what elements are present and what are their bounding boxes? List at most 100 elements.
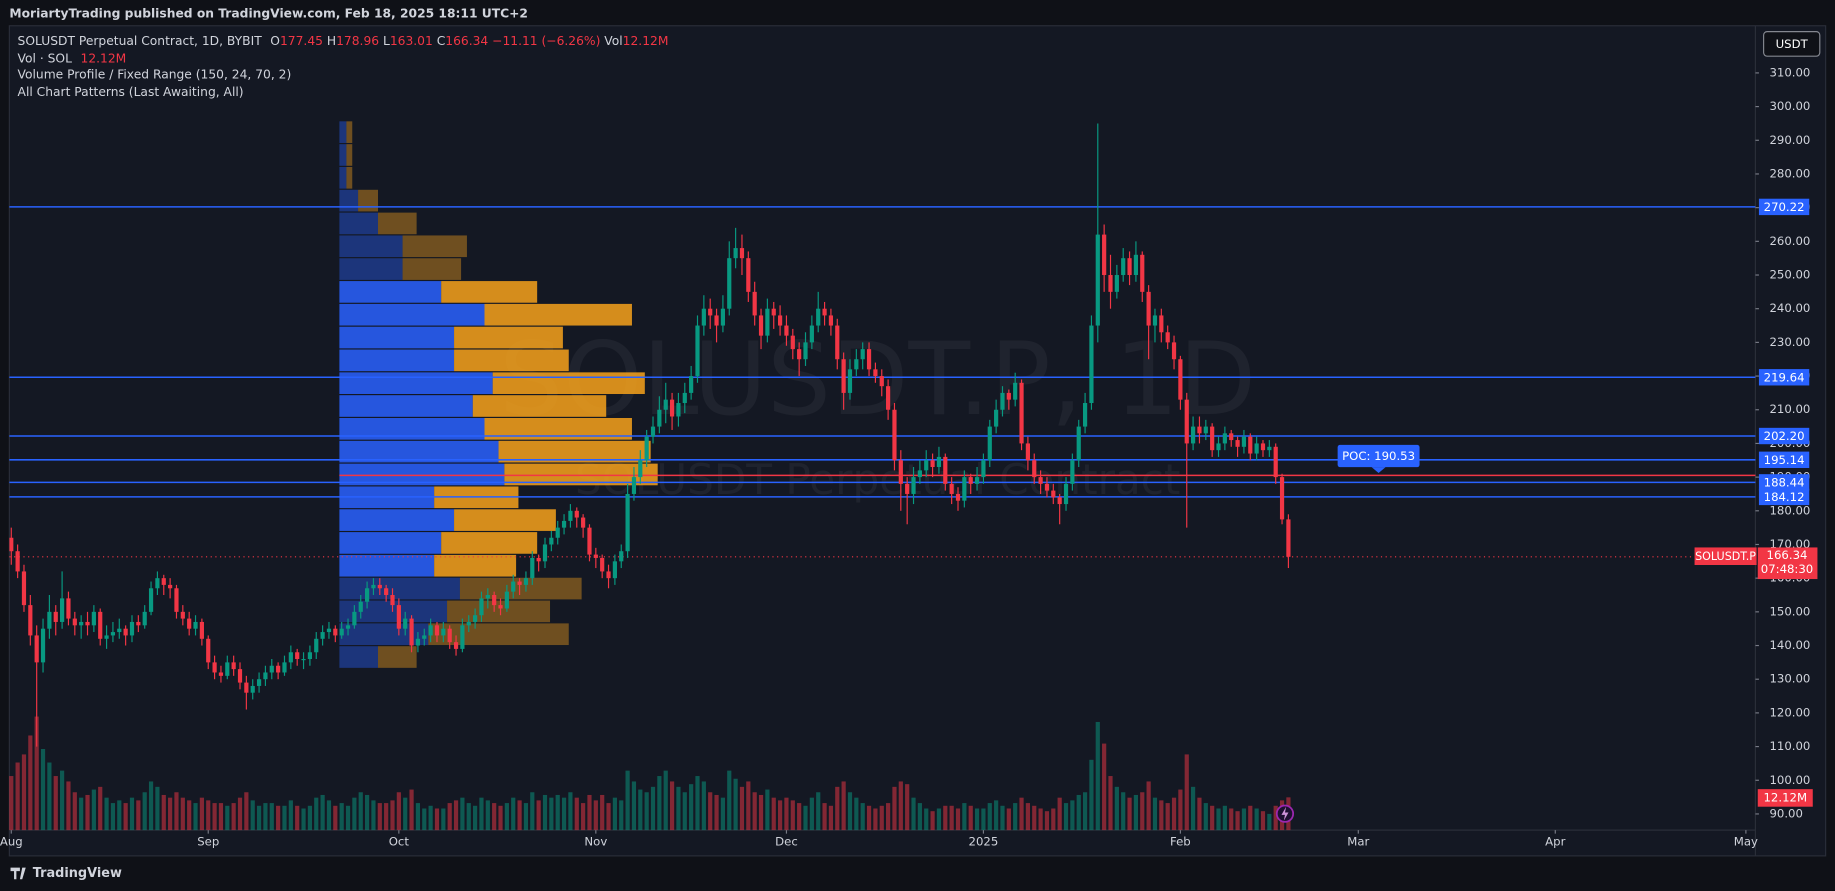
candle-body <box>841 359 846 393</box>
candle-body <box>1025 443 1030 461</box>
volume-bar <box>619 800 624 831</box>
candle-body <box>600 557 605 572</box>
candle-body <box>390 595 395 606</box>
candle-body <box>485 595 490 599</box>
candle-body <box>1279 477 1285 520</box>
candle-body <box>758 315 764 336</box>
profile-up <box>339 440 499 463</box>
volume-bar <box>9 776 14 831</box>
candle-body <box>676 403 681 417</box>
currency-label[interactable]: USDT <box>1776 37 1809 51</box>
candle-body <box>1095 234 1100 326</box>
candle-body <box>104 635 109 639</box>
candle-body <box>263 672 268 680</box>
candle-body <box>237 669 243 683</box>
profile-up <box>339 463 505 486</box>
candle-body <box>1114 275 1119 292</box>
volume-bar <box>835 786 840 831</box>
candle-body <box>924 460 929 471</box>
volume-bar <box>1082 792 1088 831</box>
candle-body <box>269 665 274 673</box>
candle-body <box>282 662 287 673</box>
profile-down <box>484 417 632 440</box>
volume-bar <box>555 794 560 831</box>
volume-bar <box>72 792 77 831</box>
candle-body <box>968 477 973 484</box>
x-tick-label: Apr <box>1545 834 1565 848</box>
candle-body <box>371 584 376 589</box>
profile-up <box>339 623 429 646</box>
volume-bar <box>180 797 185 831</box>
candle-body <box>663 399 668 410</box>
candle-body <box>1191 426 1196 444</box>
volume-bar <box>206 800 211 831</box>
candle-body <box>307 652 312 660</box>
x-tick-label: Nov <box>584 834 607 848</box>
candle-body <box>593 554 598 558</box>
candle-body <box>765 308 770 336</box>
volume-bar <box>225 805 230 831</box>
profile-up <box>339 166 347 189</box>
volume-bar <box>1044 811 1050 831</box>
candle-body <box>523 578 529 585</box>
x-tick-label: Dec <box>775 834 798 848</box>
volume-bar <box>1165 803 1170 831</box>
candle-body <box>879 376 884 387</box>
volume-bar <box>739 786 745 831</box>
volume-bar <box>606 803 611 831</box>
profile-up <box>339 646 379 668</box>
volume-bar <box>504 803 509 831</box>
candle-body <box>161 578 166 585</box>
x-tick-label: May <box>1734 834 1758 848</box>
candle-body <box>453 642 459 649</box>
volume-bar <box>1171 797 1177 831</box>
volume-bar <box>250 800 255 831</box>
volume-bar <box>593 800 598 831</box>
candle-body <box>98 611 103 639</box>
candle-body <box>771 308 776 316</box>
ohlc-value: 178.96 <box>336 33 379 47</box>
volume-bar <box>447 803 452 831</box>
profile-down <box>346 121 353 143</box>
candle-body <box>129 621 135 636</box>
y-tick-label: 120.00 <box>1769 705 1810 719</box>
volume-bar <box>536 800 541 831</box>
candle-body <box>276 665 281 673</box>
y-tick-label: 130.00 <box>1769 672 1810 686</box>
candle-body <box>1000 392 1005 410</box>
volume-bar <box>542 794 548 831</box>
x-tick-label: Sep <box>197 834 219 848</box>
candle-body <box>1229 433 1234 441</box>
profile-down <box>441 281 538 303</box>
volume-bar <box>21 754 27 831</box>
candle-body <box>314 638 319 653</box>
volume-bar <box>479 797 484 831</box>
candle-body <box>955 493 961 501</box>
volume-bar <box>1032 805 1037 831</box>
volume-bar <box>237 797 243 831</box>
volume-bar <box>701 781 706 831</box>
volume-bar <box>841 781 846 831</box>
candle-body <box>15 551 20 572</box>
x-tick-label: Feb <box>1170 834 1191 848</box>
candle-body <box>949 483 954 494</box>
profile-down <box>454 326 563 349</box>
volume-bar <box>886 803 891 831</box>
volume-bar <box>600 794 605 831</box>
candle-body <box>587 527 592 555</box>
candle-body <box>1197 426 1202 434</box>
volume-bar <box>434 808 440 831</box>
volume-bar <box>644 792 649 831</box>
profile-up <box>339 281 442 303</box>
level-label: 184.12 <box>1764 490 1805 504</box>
x-tick-label: Oct <box>389 834 410 848</box>
candle-body <box>638 460 643 478</box>
volume-bar <box>148 781 154 831</box>
candle-body <box>1159 315 1164 333</box>
volume-bar <box>1025 803 1030 831</box>
volume-bar <box>1076 794 1081 831</box>
volume-bar <box>333 805 338 831</box>
candle-body <box>695 325 700 377</box>
currency-button[interactable] <box>1763 31 1821 57</box>
candle-body <box>66 598 71 619</box>
